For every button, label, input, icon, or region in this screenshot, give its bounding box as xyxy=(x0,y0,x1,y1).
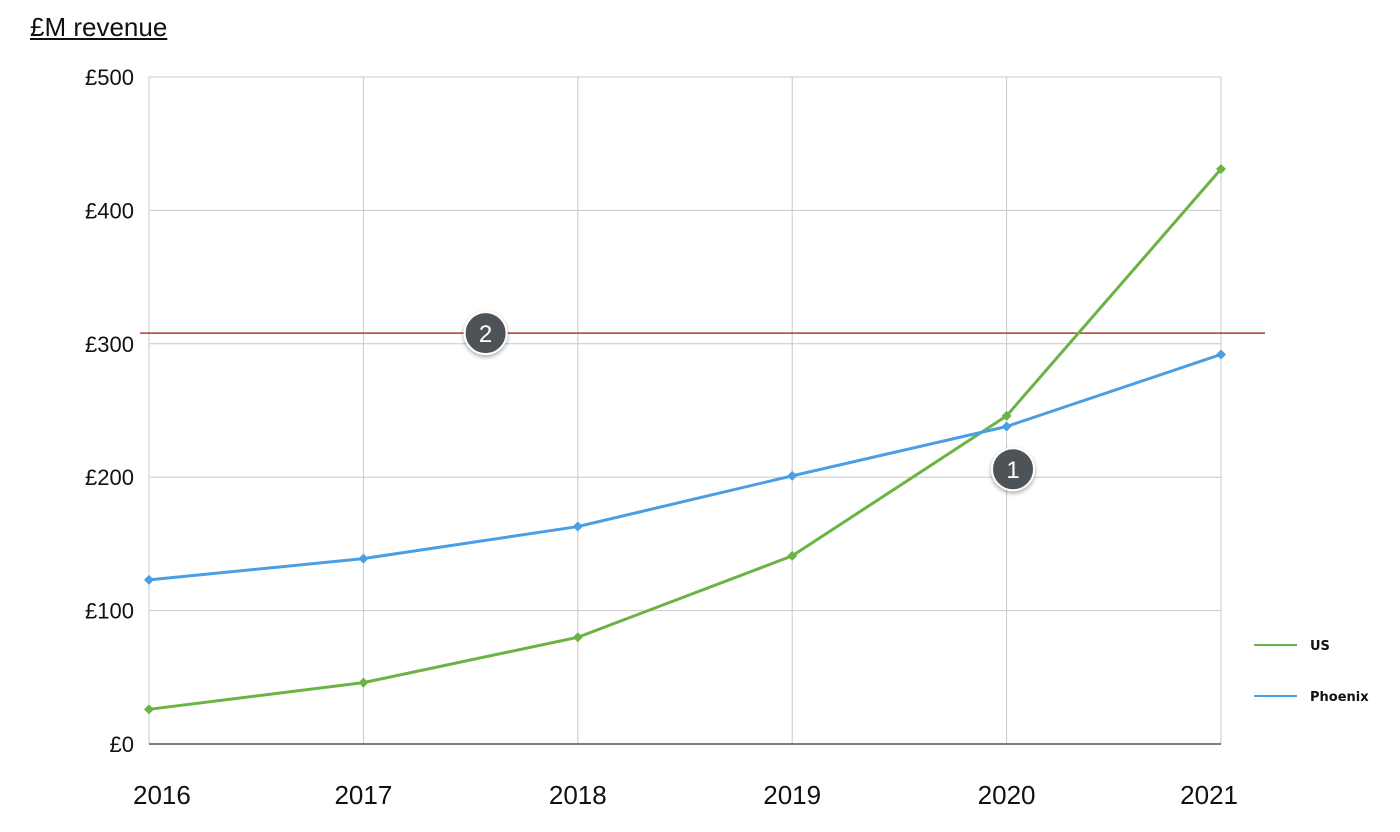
y-tick-label: £500 xyxy=(85,65,134,90)
series-group xyxy=(144,164,1226,715)
data-point-phoenix xyxy=(572,521,583,532)
data-point-us xyxy=(144,704,154,715)
tick-labels: £0 £100 £200 £300 £400 £500 2016 2017 2018 2019 20… xyxy=(85,65,1238,810)
annotation-marker-label: 1 xyxy=(1006,457,1019,484)
y-tick-label: £100 xyxy=(85,599,134,624)
data-point-phoenix xyxy=(358,553,369,564)
y-tick-label: £400 xyxy=(85,198,134,223)
data-point-phoenix xyxy=(1216,349,1226,360)
annotation-marker-label: 2 xyxy=(479,321,492,348)
y-tick-label: £200 xyxy=(85,465,134,490)
legend-label-us: US xyxy=(1310,639,1330,654)
legend: US Phoenix xyxy=(1254,639,1369,705)
x-tick-label: 2017 xyxy=(334,780,392,810)
grid xyxy=(148,76,1222,744)
data-point-us xyxy=(787,550,798,561)
data-point-us xyxy=(572,632,583,643)
data-point-us xyxy=(358,677,369,688)
data-point-phoenix xyxy=(1001,421,1012,432)
data-point-us xyxy=(1001,410,1012,421)
x-tick-label: 2021 xyxy=(1180,780,1238,810)
legend-label-phoenix: Phoenix xyxy=(1310,690,1369,705)
x-tick-label: 2019 xyxy=(763,780,821,810)
series-line-phoenix xyxy=(148,353,1222,582)
x-tick-label: 2016 xyxy=(133,780,191,810)
data-point-us xyxy=(1216,164,1226,175)
chart-title: £M revenue xyxy=(30,12,168,42)
data-point-phoenix xyxy=(144,574,154,585)
x-tick-label: 2020 xyxy=(978,780,1036,810)
annotation-marker xyxy=(991,447,1036,492)
y-tick-label: £300 xyxy=(85,332,134,357)
series-line-us xyxy=(148,168,1223,711)
annotation-markers: 12 xyxy=(463,311,1036,492)
x-tick-label: 2018 xyxy=(549,780,607,810)
y-tick-label: £0 xyxy=(110,732,134,757)
data-point-phoenix xyxy=(787,470,798,481)
annotation-marker xyxy=(463,311,508,356)
